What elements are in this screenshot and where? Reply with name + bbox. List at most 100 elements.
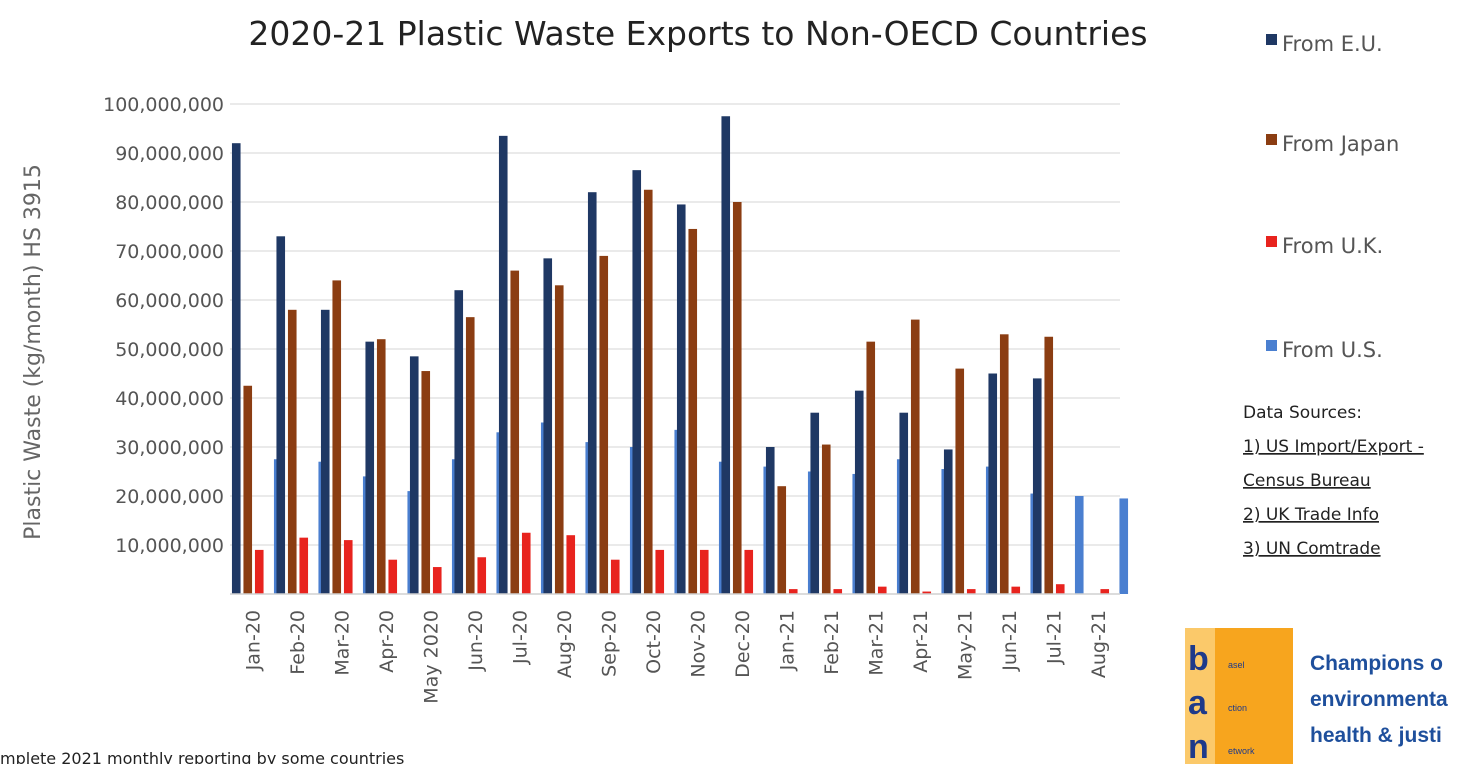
bar — [320, 309, 330, 594]
bar — [854, 390, 864, 594]
y-tick-label: 60,000,000 — [115, 290, 224, 312]
x-axis-labels: Jan-20 Feb-20 Mar-20 Apr-20 May 2020 Jun-20 Ju… — [242, 610, 1110, 704]
y-tick-label: 90,000,000 — [115, 143, 224, 165]
legend-label: From E.U. — [1282, 32, 1383, 56]
x-tick-label: Nov-20 — [687, 610, 709, 678]
bar — [332, 280, 342, 594]
bar — [409, 356, 419, 594]
logo-tagline: health & justi — [1310, 724, 1442, 747]
x-tick-label: Jul-21 — [1043, 610, 1065, 665]
legend-swatch — [1266, 340, 1277, 351]
x-tick-label: Mar-21 — [865, 610, 887, 676]
bar — [955, 368, 965, 594]
logo-stripe — [1185, 628, 1215, 764]
data-source-item[interactable]: Census Bureau — [1243, 471, 1371, 491]
bar — [777, 486, 787, 594]
legend-swatch — [1266, 236, 1277, 247]
x-tick-label: Aug-20 — [554, 610, 576, 678]
bar — [821, 444, 831, 594]
y-tick-label: 70,000,000 — [115, 241, 224, 263]
bar — [299, 537, 309, 594]
bar — [744, 549, 754, 594]
bar — [432, 567, 442, 594]
chart-title: 2020-21 Plastic Waste Exports to Non-OEC… — [248, 14, 1147, 53]
bar — [498, 135, 508, 594]
bar — [632, 170, 642, 594]
x-tick-label: Oct-20 — [643, 610, 665, 674]
bar — [922, 591, 932, 594]
y-tick-label: 80,000,000 — [115, 192, 224, 214]
bar — [999, 334, 1009, 594]
data-source-item[interactable]: 1) US Import/Export - — [1243, 437, 1424, 457]
logo-word: asel — [1228, 660, 1245, 670]
logo-letter: b — [1188, 640, 1209, 678]
bar — [566, 535, 576, 594]
bar — [943, 449, 953, 594]
x-tick-label: Dec-20 — [732, 610, 754, 678]
legend-label: From U.S. — [1282, 338, 1383, 362]
bar — [699, 549, 709, 594]
logo-letter: a — [1188, 684, 1208, 722]
y-tick-label: 50,000,000 — [115, 339, 224, 361]
bar — [554, 285, 564, 594]
bar — [543, 258, 553, 594]
data-sources-heading: Data Sources: — [1243, 403, 1362, 423]
x-tick-label: May-21 — [954, 610, 976, 680]
logo-tagline: environmenta — [1310, 688, 1448, 711]
bar — [688, 228, 698, 594]
x-tick-label: Jan-20 — [242, 610, 264, 671]
bar — [910, 319, 920, 594]
x-tick-label: May 2020 — [420, 610, 442, 704]
ban-logo: b a n asel ction etwork Champions o envi… — [1185, 628, 1448, 764]
bar — [988, 373, 998, 594]
footnote: mplete 2021 monthly reporting by some co… — [0, 749, 404, 764]
bar — [1032, 378, 1042, 594]
bar — [376, 339, 386, 594]
y-axis-ticks: 10,000,000 20,000,000 30,000,000 40,000,000… — [103, 94, 224, 557]
data-source-item[interactable]: 3) UN Comtrade — [1243, 539, 1381, 559]
x-tick-label: Aug-21 — [1088, 610, 1110, 678]
bar — [610, 559, 620, 594]
bar — [421, 371, 431, 594]
bar — [1100, 589, 1110, 594]
y-tick-label: 30,000,000 — [115, 437, 224, 459]
bar — [465, 317, 475, 594]
y-tick-label: 10,000,000 — [115, 535, 224, 557]
bar — [454, 290, 464, 594]
bar — [732, 202, 742, 594]
bar — [866, 341, 876, 594]
logo-letter: n — [1188, 728, 1209, 764]
y-tick-label: 40,000,000 — [115, 388, 224, 410]
bar — [833, 589, 843, 594]
x-tick-label: Jun-21 — [999, 610, 1021, 672]
legend-swatch — [1266, 134, 1277, 145]
bar — [810, 412, 820, 594]
x-tick-label: Apr-21 — [910, 610, 932, 673]
bar — [899, 412, 909, 594]
data-source-item[interactable]: 2) UK Trade Info — [1243, 505, 1379, 525]
bar — [765, 447, 775, 594]
bar — [243, 385, 253, 594]
bar — [276, 236, 286, 595]
bar — [287, 309, 297, 594]
bar — [788, 589, 798, 594]
legend: From E.U. From Japan From U.K. From U.S. — [1266, 32, 1399, 362]
x-tick-label: Jan-21 — [776, 610, 798, 671]
x-tick-label: Apr-20 — [376, 610, 398, 673]
data-sources: Data Sources: 1) US Import/Export - Cens… — [1243, 403, 1424, 559]
x-tick-label: Feb-20 — [287, 610, 309, 675]
bar — [721, 116, 731, 594]
bar — [521, 532, 531, 594]
bar — [254, 549, 264, 594]
logo-tagline: Champions o — [1310, 652, 1443, 675]
bar — [343, 540, 353, 594]
x-tick-label: Jun-20 — [465, 610, 487, 672]
bar — [388, 559, 398, 594]
bar — [1055, 584, 1065, 594]
bar — [587, 192, 597, 594]
bar — [966, 589, 976, 594]
bar — [477, 557, 487, 594]
bar — [365, 341, 375, 594]
bar — [643, 189, 653, 594]
